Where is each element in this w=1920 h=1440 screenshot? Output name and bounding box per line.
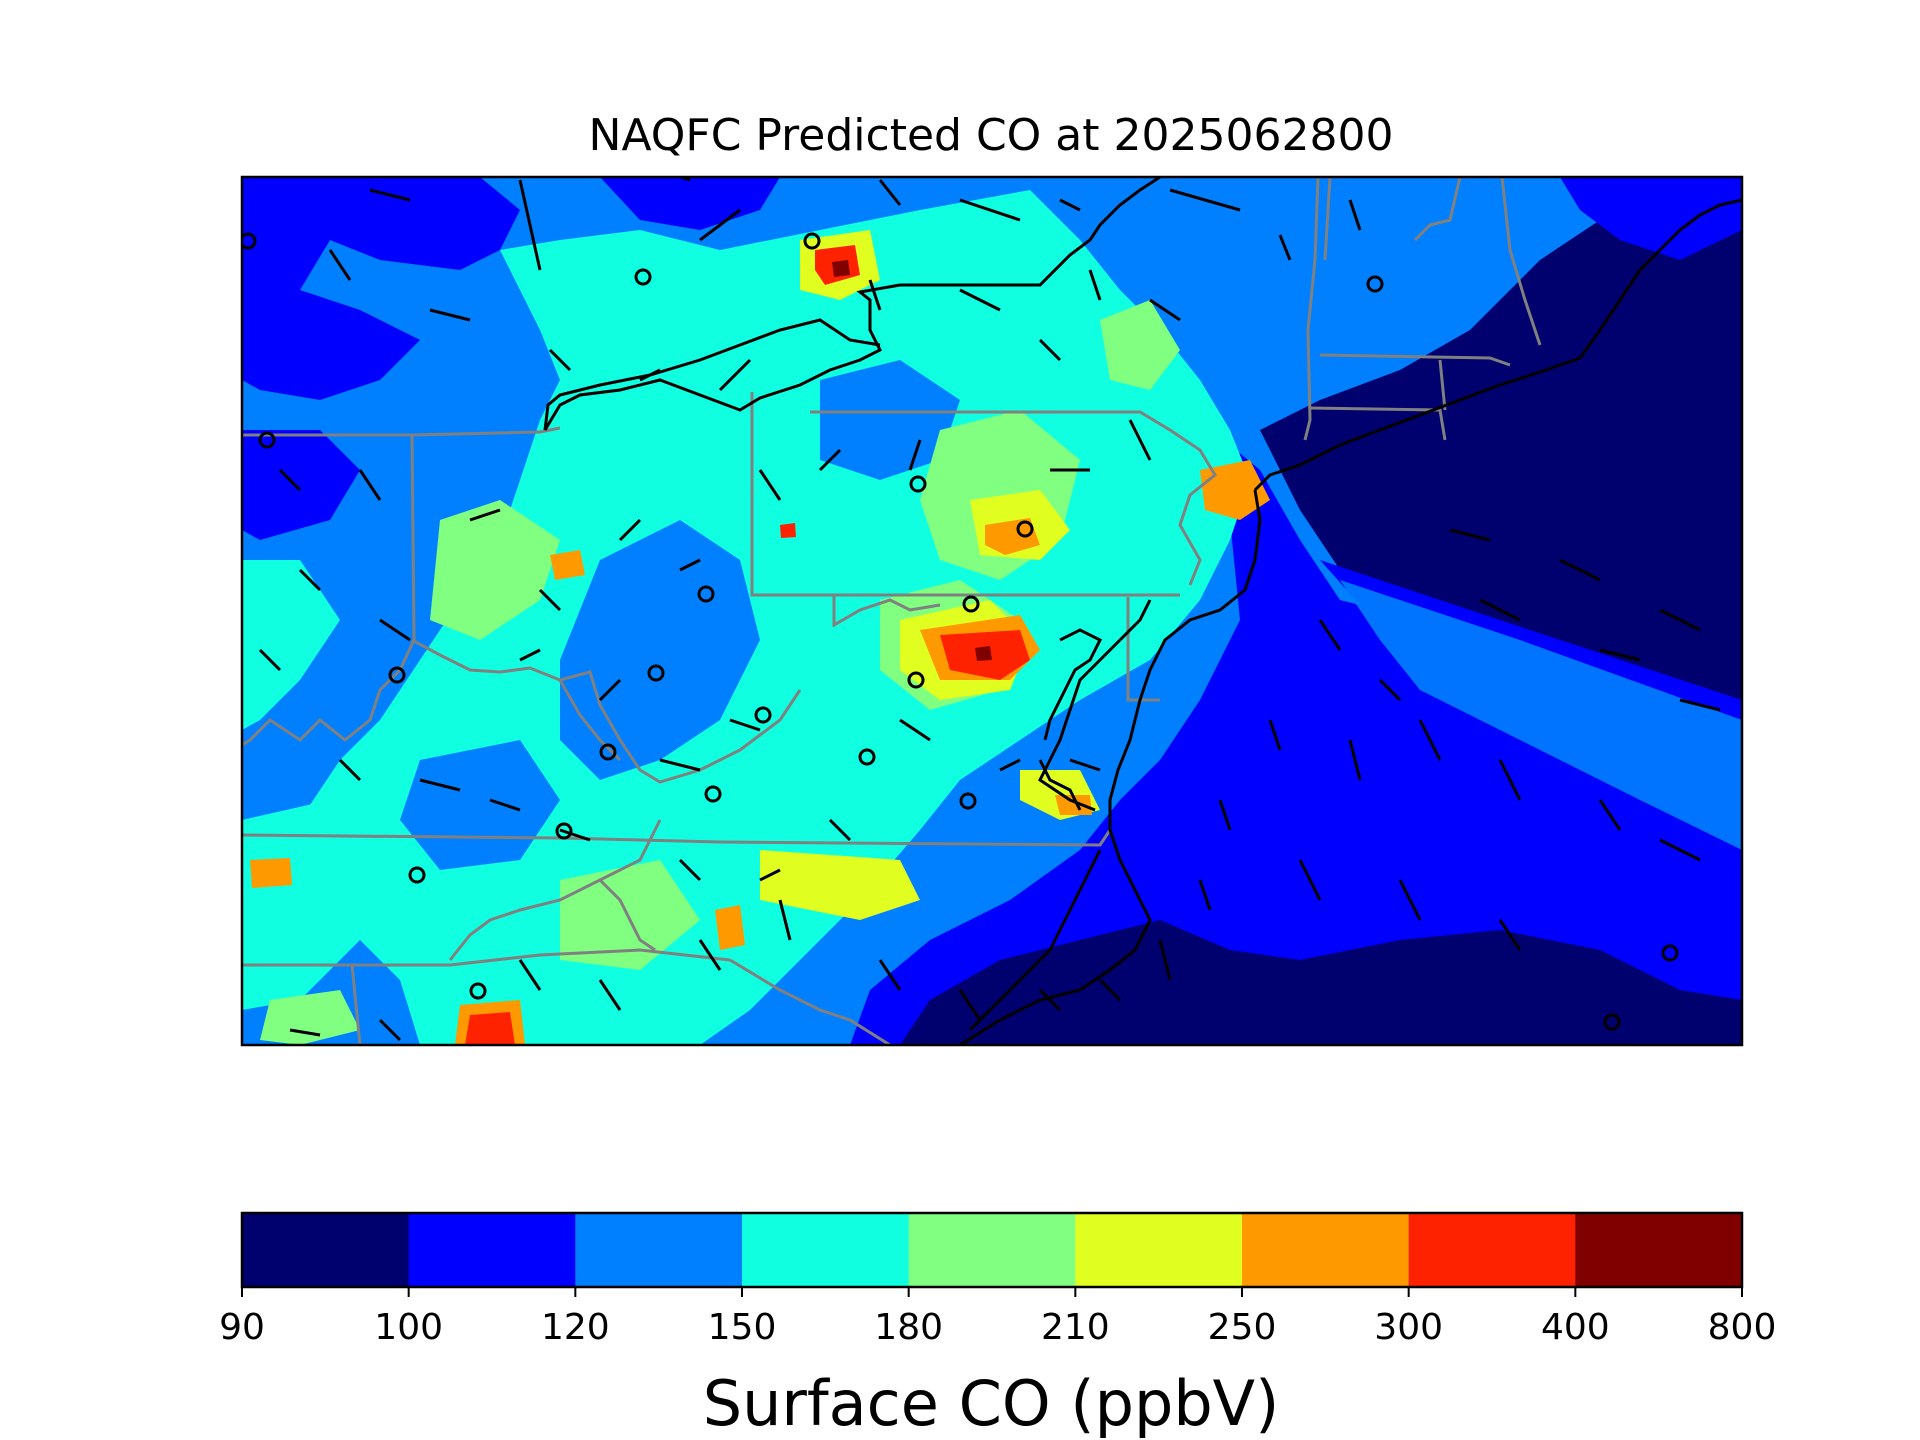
co-band-150-180-west	[242, 560, 340, 730]
colorbar-label: Surface CO (ppbV)	[703, 1367, 1280, 1440]
co-band-300-400-pittsburgh	[780, 523, 796, 538]
co-band-250-300-va	[715, 905, 745, 950]
ocean-south	[900, 920, 1742, 1045]
colorbar-segment-1	[408, 1213, 576, 1287]
colorbar-tick-label: 150	[708, 1307, 777, 1348]
co-band-210-250-nc	[760, 850, 920, 920]
colorbar-tick-label: 180	[874, 1307, 943, 1348]
colorbar-segment-3	[742, 1213, 910, 1287]
colorbar-segment-7	[1408, 1213, 1576, 1287]
colorbar-segment-6	[1242, 1213, 1410, 1287]
colorbar-tick-label: 300	[1374, 1307, 1443, 1348]
colorbar-segment-8	[1575, 1213, 1743, 1287]
co-band-100-120-ne	[1560, 177, 1742, 260]
colorbar-tick-label: 120	[541, 1307, 610, 1348]
offshore-light-band	[1340, 580, 1742, 850]
state-borders	[242, 177, 1542, 1045]
station-markers	[242, 232, 1679, 1031]
wind-barbs	[258, 177, 1721, 1042]
co-band-150-180-sw	[242, 800, 380, 1010]
co-band-180-210-nyupstate	[1100, 300, 1180, 390]
co-band-100-120-north	[600, 177, 780, 230]
co-band-250-300-nw	[250, 858, 292, 888]
colorbar-segment-2	[575, 1213, 743, 1287]
co-band-400-800-dc	[975, 646, 992, 661]
colorbar-tick-label: 210	[1041, 1307, 1110, 1348]
coastlines	[543, 177, 1742, 1045]
co-band-300-400-charlotte	[465, 1012, 515, 1045]
co-band-180-210-sw	[260, 990, 360, 1045]
colorbar-tick-label: 400	[1541, 1307, 1610, 1348]
co-band-250-300-norfolk	[1055, 795, 1092, 815]
co-band-100-120-northwest	[242, 177, 520, 400]
map-title: NAQFC Predicted CO at 2025062800	[589, 110, 1394, 161]
map-frame	[240, 175, 1744, 1047]
colorbar-segment-4	[908, 1213, 1076, 1287]
co-band-100-120-coast	[850, 420, 1742, 1045]
colorbar	[242, 1213, 1743, 1287]
co-band-100-120-lake	[242, 430, 360, 540]
co-band-250-300-nyc	[1200, 460, 1270, 520]
map-panel	[242, 177, 1742, 1045]
colorbar-tick-label: 100	[374, 1307, 443, 1348]
colorbar-tick-label: 800	[1708, 1307, 1777, 1348]
colorbar-segment-0	[242, 1213, 410, 1287]
co-band-400-800-buffalo	[832, 260, 850, 277]
co-band-180-210-nc	[560, 860, 700, 970]
co-band-250-300-harrisburg	[985, 518, 1040, 555]
co-band-180-210-ohio	[430, 500, 560, 640]
colorbar-frame	[240, 1211, 1744, 1289]
colorbar-tick-label: 250	[1208, 1307, 1277, 1348]
colorbar-ticks: 90 100 120 150 180 210 250 300 400 800	[219, 1287, 1776, 1348]
colorbar-segment-5	[1075, 1213, 1243, 1287]
co-band-250-300-pittsburgh	[550, 550, 585, 580]
co-band-120-150-ridge	[560, 520, 760, 780]
colorbar-tick-label: 90	[219, 1307, 265, 1348]
co-band-120-150-pa	[820, 360, 960, 480]
